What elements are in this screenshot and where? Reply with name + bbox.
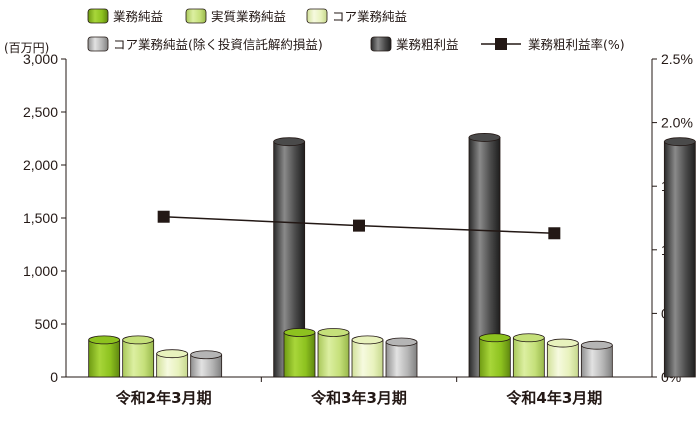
bar-1-2: [512, 333, 545, 378]
y-left-tick-label: 1,000: [23, 263, 58, 279]
y-left-tick-label: 3,000: [23, 51, 58, 67]
y-axis-left-ticks: 0 500 1,000 1,500 2,000 2,500 3,000: [23, 51, 66, 385]
svg-text:コア業務純益(除く投資信託解約損益): コア業務純益(除く投資信託解約損益): [113, 37, 323, 52]
y-left-tick-label: 500: [35, 316, 59, 332]
legend-item-5: 業務粗利益率(%): [481, 37, 625, 52]
svg-text:実質業務純益: 実質業務純益: [211, 9, 286, 24]
y-axis-unit-label: (百万円): [4, 41, 49, 55]
y-left-tick-label: 0: [50, 369, 58, 385]
legend-item-1: 実質業務純益: [185, 8, 286, 24]
bar-4-2: [663, 137, 696, 378]
x-axis-categories: 令和2年3月期 令和3年3月期 令和4年3月期: [116, 389, 603, 407]
legend-item-3: コア業務純益(除く投資信託解約損益): [87, 36, 323, 52]
legend-item-2: コア業務純益: [306, 8, 407, 24]
bar-2-2: [546, 338, 579, 378]
bar-3-0: [190, 350, 223, 378]
category-label-0: 令和2年3月期: [116, 389, 212, 407]
bar-0-2: [478, 333, 511, 378]
y-right-tick-label: 2.0%: [661, 115, 693, 131]
bar-1-1: [317, 328, 350, 378]
ratio-line: [157, 210, 561, 240]
y-left-tick-label: 2,500: [23, 104, 58, 120]
bar-2-0: [156, 349, 189, 378]
legend-item-0: 業務純益: [87, 8, 163, 24]
ratio-point-2: [548, 227, 561, 240]
ratio-point-1: [353, 219, 365, 232]
y-left-tick-label: 2,000: [23, 157, 58, 173]
bar-1-0: [122, 335, 155, 378]
bars: [88, 133, 696, 378]
category-label-2: 令和4年3月期: [506, 389, 602, 407]
bar-3-2: [580, 340, 613, 378]
svg-text:コア業務純益: コア業務純益: [332, 9, 407, 24]
y-right-tick-label: 2.5%: [661, 51, 693, 67]
ratio-point-0: [157, 210, 170, 223]
legend-item-4: 業務粗利益: [370, 36, 459, 52]
category-label-1: 令和3年3月期: [311, 389, 407, 407]
bar-2-1: [351, 335, 384, 378]
bar-0-1: [283, 328, 316, 378]
bar-0-0: [88, 335, 121, 378]
svg-text:業務純益: 業務純益: [113, 9, 163, 24]
svg-text:業務粗利益率(%): 業務粗利益率(%): [528, 37, 625, 52]
bar-3-1: [385, 337, 418, 378]
y-left-tick-label: 1,500: [23, 210, 58, 226]
svg-text:業務粗利益: 業務粗利益: [396, 37, 459, 52]
